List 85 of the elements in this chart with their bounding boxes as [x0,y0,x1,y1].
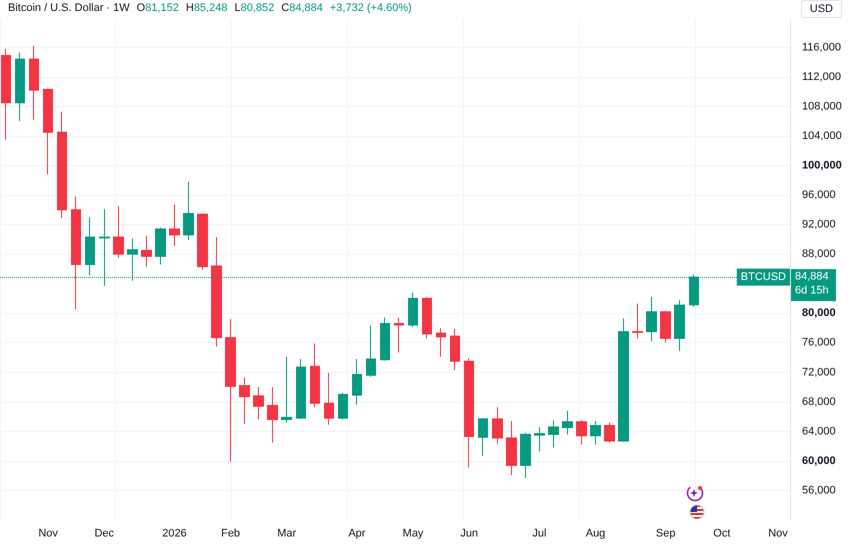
candlestick [310,342,320,408]
candlestick [366,325,376,378]
y-tick-label: 76,000 [802,336,836,349]
candlestick [520,432,531,478]
candlestick [450,328,460,371]
candlestick [562,410,573,435]
text: 84,884 [795,270,829,283]
candlestick [674,299,685,352]
candlestick [646,296,657,342]
candlestick [211,236,222,347]
x-tick-label: Dec [94,528,115,540]
y-tick-label: 116,000 [802,41,841,54]
candlestick [464,358,474,468]
y-tick-label: 100,000 [802,159,842,172]
y-tick-label: 112,000 [802,70,841,83]
y-tick-label: 108,000 [802,100,842,112]
candlestick [1,48,11,140]
candlestick [478,418,488,456]
candlestick [352,358,362,406]
candlestick [239,376,250,424]
x-tick-label: Feb [221,528,240,540]
candlestick [338,392,348,420]
candlestick [57,111,67,218]
candlestick [113,206,124,258]
candlestick [183,181,194,241]
x-tick-label: Jun [460,528,478,540]
ref-line-label: BTCUSD [740,271,786,284]
candlestick [296,358,306,420]
x-tick-label: 2026 [162,528,187,540]
text: +3,732 (+4.60%) [330,2,412,14]
y-axis-title: USD [800,0,842,18]
x-tick-label: Oct [713,528,730,540]
candlestick [197,213,208,270]
text: H85,248 [186,2,228,14]
text: L80,852 [234,2,274,14]
y-tick-label: 64,000 [802,425,836,438]
x-tick-label: May [402,528,424,540]
x-tick-label: Mar [277,528,297,540]
candlestick [408,292,418,328]
candlestick [660,310,671,344]
candlestick [436,327,446,358]
y-tick-label: 60,000 [802,454,836,467]
y-tick-label: 88,000 [802,248,836,260]
candlestick [394,317,404,353]
chart-title: Bitcoin / U.S. Dollar · 1W [8,2,130,14]
text: O81,152 [136,2,179,14]
candlestick [225,318,236,462]
candlestick [155,227,166,265]
candlestick [506,420,517,476]
candlestick [576,420,587,446]
candlestick [43,88,53,175]
candlestick [267,386,278,443]
y-tick-label: 68,000 [802,396,836,408]
y-tick-label: 72,000 [802,366,836,378]
y-tick-label: 104,000 [802,130,842,142]
text: 6d 15h [795,284,829,297]
candlestick [548,420,559,448]
x-tick-label: Nov [768,528,788,540]
candlestick [422,296,432,339]
candlestick [71,196,81,310]
candlestick [253,386,264,420]
candlestick [380,317,390,361]
candlestick [632,303,643,339]
x-tick-label: Jul [532,528,546,540]
x-tick-label: Nov [38,528,58,540]
candlestick [141,235,152,268]
candlestick [281,356,292,424]
candlestick [169,204,180,246]
candlestick [324,372,334,426]
x-tick-label: Apr [348,528,366,540]
candlestick [534,426,545,452]
candlestick [590,420,601,446]
text: C84,884 [281,2,323,14]
candlestick [604,422,615,443]
candlestick [15,52,25,122]
candlestick [492,406,503,444]
y-tick-label: 92,000 [802,218,836,231]
y-tick-label: 80,000 [802,307,836,320]
candlestick [618,318,629,442]
x-tick-label: Sep [656,528,676,540]
y-tick-label: 56,000 [802,484,836,496]
candlestick [29,45,39,120]
candlestick [85,216,95,276]
y-tick-label: 96,000 [802,189,836,202]
x-tick-label: Aug [586,528,606,540]
